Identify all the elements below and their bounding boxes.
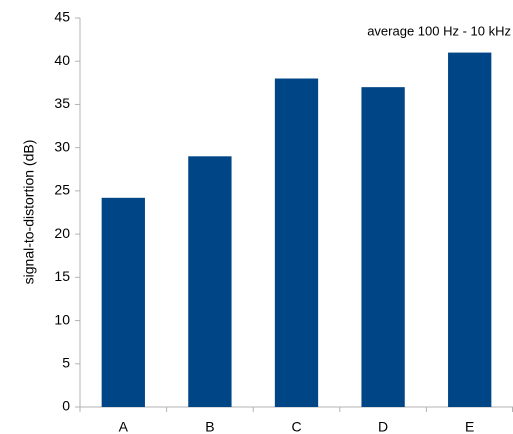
y-axis-label: signal-to-distortion (dB) <box>21 140 37 285</box>
annotation: average 100 Hz - 10 kHz <box>367 23 511 38</box>
bar <box>101 197 145 407</box>
x-tick-label: C <box>291 419 301 434</box>
y-tick-label: 5 <box>62 354 70 370</box>
y-tick-label: 10 <box>54 311 70 327</box>
y-tick-label: 25 <box>54 182 70 198</box>
y-tick-label: 40 <box>54 52 70 68</box>
y-tick-label: 30 <box>54 138 70 154</box>
y-tick-label: 20 <box>54 225 70 241</box>
bar <box>188 156 232 407</box>
bar <box>448 52 492 407</box>
x-tick-label: B <box>205 419 214 434</box>
x-tick-label: E <box>465 419 474 434</box>
bar <box>274 78 319 407</box>
y-tick-label: 15 <box>54 268 70 284</box>
x-tick-label: D <box>378 419 388 434</box>
bar <box>361 87 405 408</box>
y-tick-label: 35 <box>54 95 70 111</box>
y-tick-label: 0 <box>62 398 70 414</box>
x-tick-label: A <box>119 419 129 434</box>
y-tick-label: 45 <box>54 9 70 25</box>
